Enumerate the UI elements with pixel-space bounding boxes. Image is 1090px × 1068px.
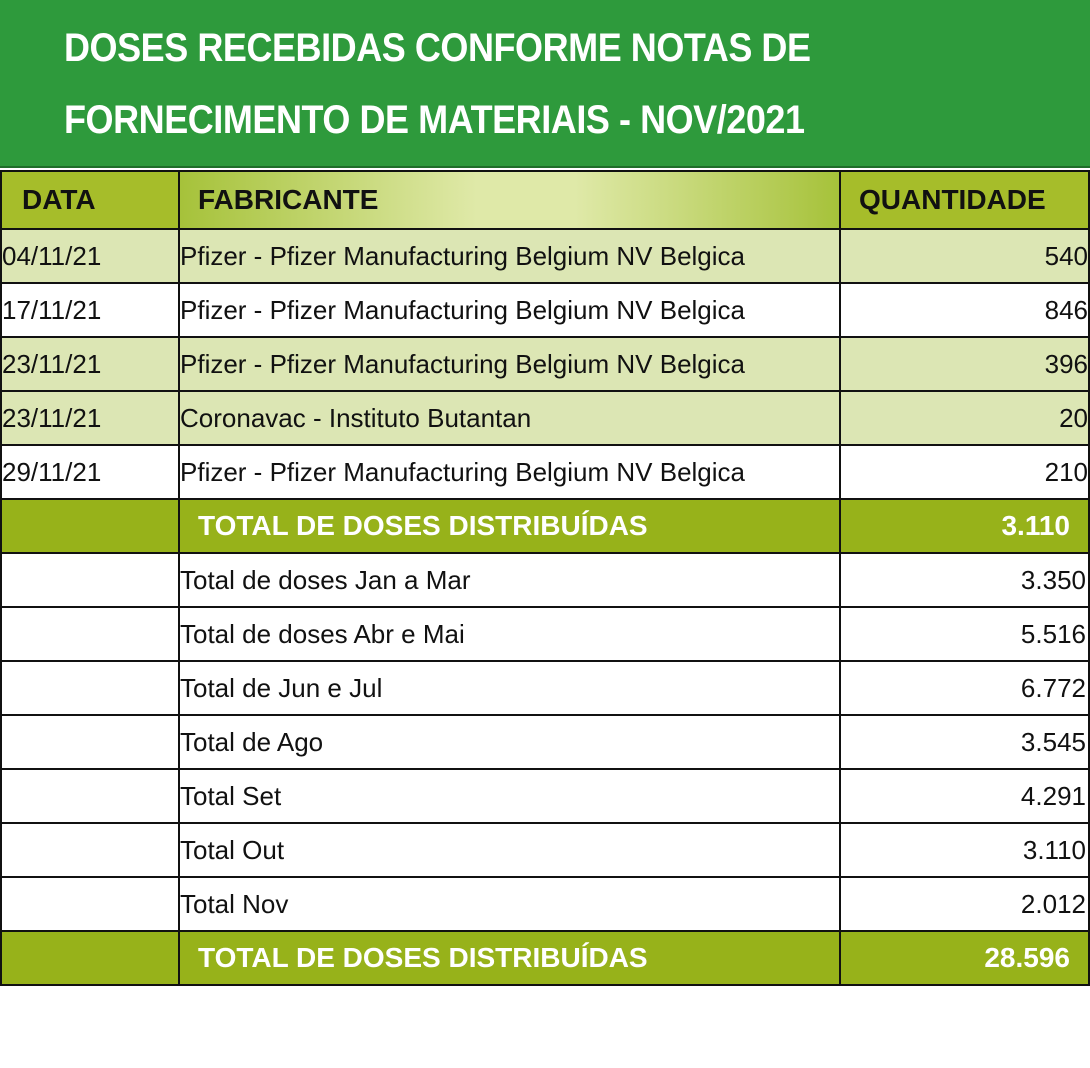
- row-quantity: 20: [839, 390, 1090, 446]
- summary-row: Total Out 3.110: [0, 822, 1090, 878]
- table-row: 23/11/21 Pfizer - Pfizer Manufacturing B…: [0, 336, 1090, 392]
- summary-label: Total Nov: [178, 876, 841, 932]
- row-manufacturer: Pfizer - Pfizer Manufacturing Belgium NV…: [178, 444, 841, 500]
- summary-label: Total de doses Jan a Mar: [178, 552, 841, 608]
- row-date: 04/11/21: [0, 228, 180, 284]
- summary-label: Total de Jun e Jul: [178, 660, 841, 716]
- summary-label: Total Set: [178, 768, 841, 824]
- summary-row: Total Set 4.291: [0, 768, 1090, 824]
- column-header-date: DATA: [0, 170, 180, 230]
- month-total-quantity: 3.110: [839, 498, 1090, 554]
- summary-row: Total de Jun e Jul 6.772: [0, 660, 1090, 716]
- row-quantity: 210: [839, 444, 1090, 500]
- summary-label: Total de doses Abr e Mai: [178, 606, 841, 662]
- summary-empty-cell: [0, 606, 180, 662]
- row-manufacturer: Pfizer - Pfizer Manufacturing Belgium NV…: [178, 336, 841, 392]
- grand-total-label: TOTAL DE DOSES DISTRIBUÍDAS: [178, 930, 841, 986]
- summary-quantity: 5.516: [839, 606, 1090, 662]
- row-manufacturer: Coronavac - Instituto Butantan: [178, 390, 841, 446]
- column-header-manufacturer: FABRICANTE: [178, 170, 841, 230]
- title-banner: DOSES RECEBIDAS CONFORME NOTAS DE FORNEC…: [0, 0, 1090, 168]
- summary-quantity: 3.545: [839, 714, 1090, 770]
- summary-row: Total Nov 2.012: [0, 876, 1090, 932]
- summary-row: Total de Ago 3.545: [0, 714, 1090, 770]
- column-header-quantity: QUANTIDADE: [839, 170, 1090, 230]
- summary-empty-cell: [0, 822, 180, 878]
- row-quantity: 396: [839, 336, 1090, 392]
- summary-empty-cell: [0, 876, 180, 932]
- month-total-label: TOTAL DE DOSES DISTRIBUÍDAS: [178, 498, 841, 554]
- row-manufacturer: Pfizer - Pfizer Manufacturing Belgium NV…: [178, 228, 841, 284]
- grand-total-row: TOTAL DE DOSES DISTRIBUÍDAS 28.596: [0, 930, 1090, 986]
- summary-empty-cell: [0, 714, 180, 770]
- grand-total-quantity: 28.596: [839, 930, 1090, 986]
- table-row: 17/11/21 Pfizer - Pfizer Manufacturing B…: [0, 282, 1090, 338]
- summary-quantity: 6.772: [839, 660, 1090, 716]
- summary-quantity: 4.291: [839, 768, 1090, 824]
- summary-quantity: 3.110: [839, 822, 1090, 878]
- month-total-empty-cell: [0, 498, 180, 554]
- summary-empty-cell: [0, 660, 180, 716]
- table-row: 04/11/21 Pfizer - Pfizer Manufacturing B…: [0, 228, 1090, 284]
- grand-total-empty-cell: [0, 930, 180, 986]
- doses-table: DATA FABRICANTE QUANTIDADE 04/11/21 Pfiz…: [0, 170, 1090, 986]
- row-date: 23/11/21: [0, 390, 180, 446]
- table-header-row: DATA FABRICANTE QUANTIDADE: [0, 170, 1090, 230]
- summary-label: Total Out: [178, 822, 841, 878]
- summary-label: Total de Ago: [178, 714, 841, 770]
- summary-quantity: 2.012: [839, 876, 1090, 932]
- page-title-line-2: FORNECIMENTO DE MATERIAIS - NOV/2021: [64, 98, 805, 142]
- row-quantity: 540: [839, 228, 1090, 284]
- page-title-line-1: DOSES RECEBIDAS CONFORME NOTAS DE: [64, 26, 811, 70]
- table-row: 29/11/21 Pfizer - Pfizer Manufacturing B…: [0, 444, 1090, 500]
- row-manufacturer: Pfizer - Pfizer Manufacturing Belgium NV…: [178, 282, 841, 338]
- row-quantity: 846: [839, 282, 1090, 338]
- row-date: 29/11/21: [0, 444, 180, 500]
- summary-empty-cell: [0, 552, 180, 608]
- row-date: 17/11/21: [0, 282, 180, 338]
- row-date: 23/11/21: [0, 336, 180, 392]
- month-total-row: TOTAL DE DOSES DISTRIBUÍDAS 3.110: [0, 498, 1090, 554]
- summary-quantity: 3.350: [839, 552, 1090, 608]
- summary-empty-cell: [0, 768, 180, 824]
- table-row: 23/11/21 Coronavac - Instituto Butantan …: [0, 390, 1090, 446]
- summary-row: Total de doses Abr e Mai 5.516: [0, 606, 1090, 662]
- summary-row: Total de doses Jan a Mar 3.350: [0, 552, 1090, 608]
